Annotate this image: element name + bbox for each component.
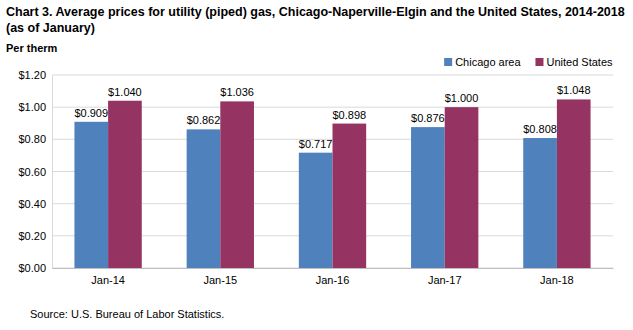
- legend: Chicago area United States: [444, 56, 613, 68]
- y-axis-line: [52, 76, 53, 269]
- y-tick-label: $0.00: [18, 262, 46, 274]
- data-label: $0.808: [523, 123, 557, 135]
- y-tick: $0.80: [18, 133, 52, 145]
- data-label: $0.898: [333, 109, 367, 121]
- bar: [299, 153, 333, 268]
- x-tick: Jan-16: [316, 268, 350, 286]
- data-label: $1.040: [108, 86, 142, 98]
- y-tick-label: $1.20: [18, 69, 46, 81]
- title-line: Chart 3. Average prices for utility (pip…: [6, 5, 625, 19]
- y-tick-label: $0.40: [18, 198, 46, 210]
- x-tick: Jan-17: [428, 268, 462, 286]
- x-axis-line: [53, 268, 614, 269]
- bar: [220, 101, 254, 268]
- y-tick: $0.40: [18, 198, 52, 210]
- legend-swatch: [444, 58, 452, 66]
- title: Chart 3. Average prices for utility (pip…: [6, 5, 625, 35]
- legend-label: Chicago area: [455, 56, 521, 68]
- y-tick: $0.20: [18, 230, 52, 242]
- y-tick-label: $0.80: [18, 133, 46, 145]
- x-tick: Jan-18: [540, 268, 574, 286]
- x-axis: Jan-14 Jan-15 Jan-16 Jan-17 Jan-18: [53, 268, 614, 286]
- x-tick-label: Jan-18: [540, 274, 574, 286]
- grid-line: [52, 75, 613, 76]
- title-line: (as of January): [6, 21, 95, 35]
- x-tick-label: Jan-16: [316, 274, 350, 286]
- data-labels: $0.909 $0.862 $0.717 $0.876 $0.808 $1.040 $1.0…: [74, 84, 590, 149]
- data-label: $0.876: [411, 112, 445, 124]
- data-label: $0.862: [187, 114, 221, 126]
- legend-swatch: [535, 58, 543, 66]
- bar: [333, 124, 367, 268]
- chart: Chart 3. Average prices for utility (pip…: [0, 0, 633, 330]
- y-tick: $1.00: [18, 101, 52, 113]
- y-axis-label: Per therm: [6, 42, 58, 54]
- x-tick-label: Jan-14: [91, 274, 125, 286]
- x-tick: Jan-14: [91, 268, 125, 286]
- legend-item: United States: [535, 56, 613, 68]
- legend-label: United States: [546, 56, 613, 68]
- bar: [187, 129, 221, 268]
- y-tick: $1.20: [18, 69, 52, 81]
- bar: [557, 99, 591, 268]
- x-tick-label: Jan-15: [203, 274, 237, 286]
- y-axis: $0.00 $0.20 $0.40 $0.60 $0.80 $1.00 $1.20: [18, 69, 52, 274]
- data-label: $0.717: [299, 138, 333, 150]
- source: Source: U.S. Bureau of Labor Statistics.: [30, 308, 224, 320]
- legend-item: Chicago area: [444, 56, 521, 68]
- y-tick: $0.00: [18, 262, 52, 274]
- bar: [523, 138, 557, 268]
- y-tick-label: $0.20: [18, 230, 46, 242]
- data-label: $0.909: [74, 107, 108, 119]
- data-label: $1.048: [557, 84, 591, 96]
- x-tick: Jan-15: [203, 268, 237, 286]
- bar: [411, 127, 445, 268]
- grid: [52, 75, 613, 268]
- y-tick-label: $1.00: [18, 101, 46, 113]
- x-tick-label: Jan-17: [428, 274, 462, 286]
- bars: [74, 99, 590, 268]
- y-tick-label: $0.60: [18, 166, 46, 178]
- data-label: $1.000: [445, 92, 479, 104]
- bar: [108, 101, 142, 268]
- y-tick: $0.60: [18, 166, 52, 178]
- data-label: $1.036: [220, 86, 254, 98]
- bar: [445, 107, 479, 268]
- bar: [74, 122, 108, 268]
